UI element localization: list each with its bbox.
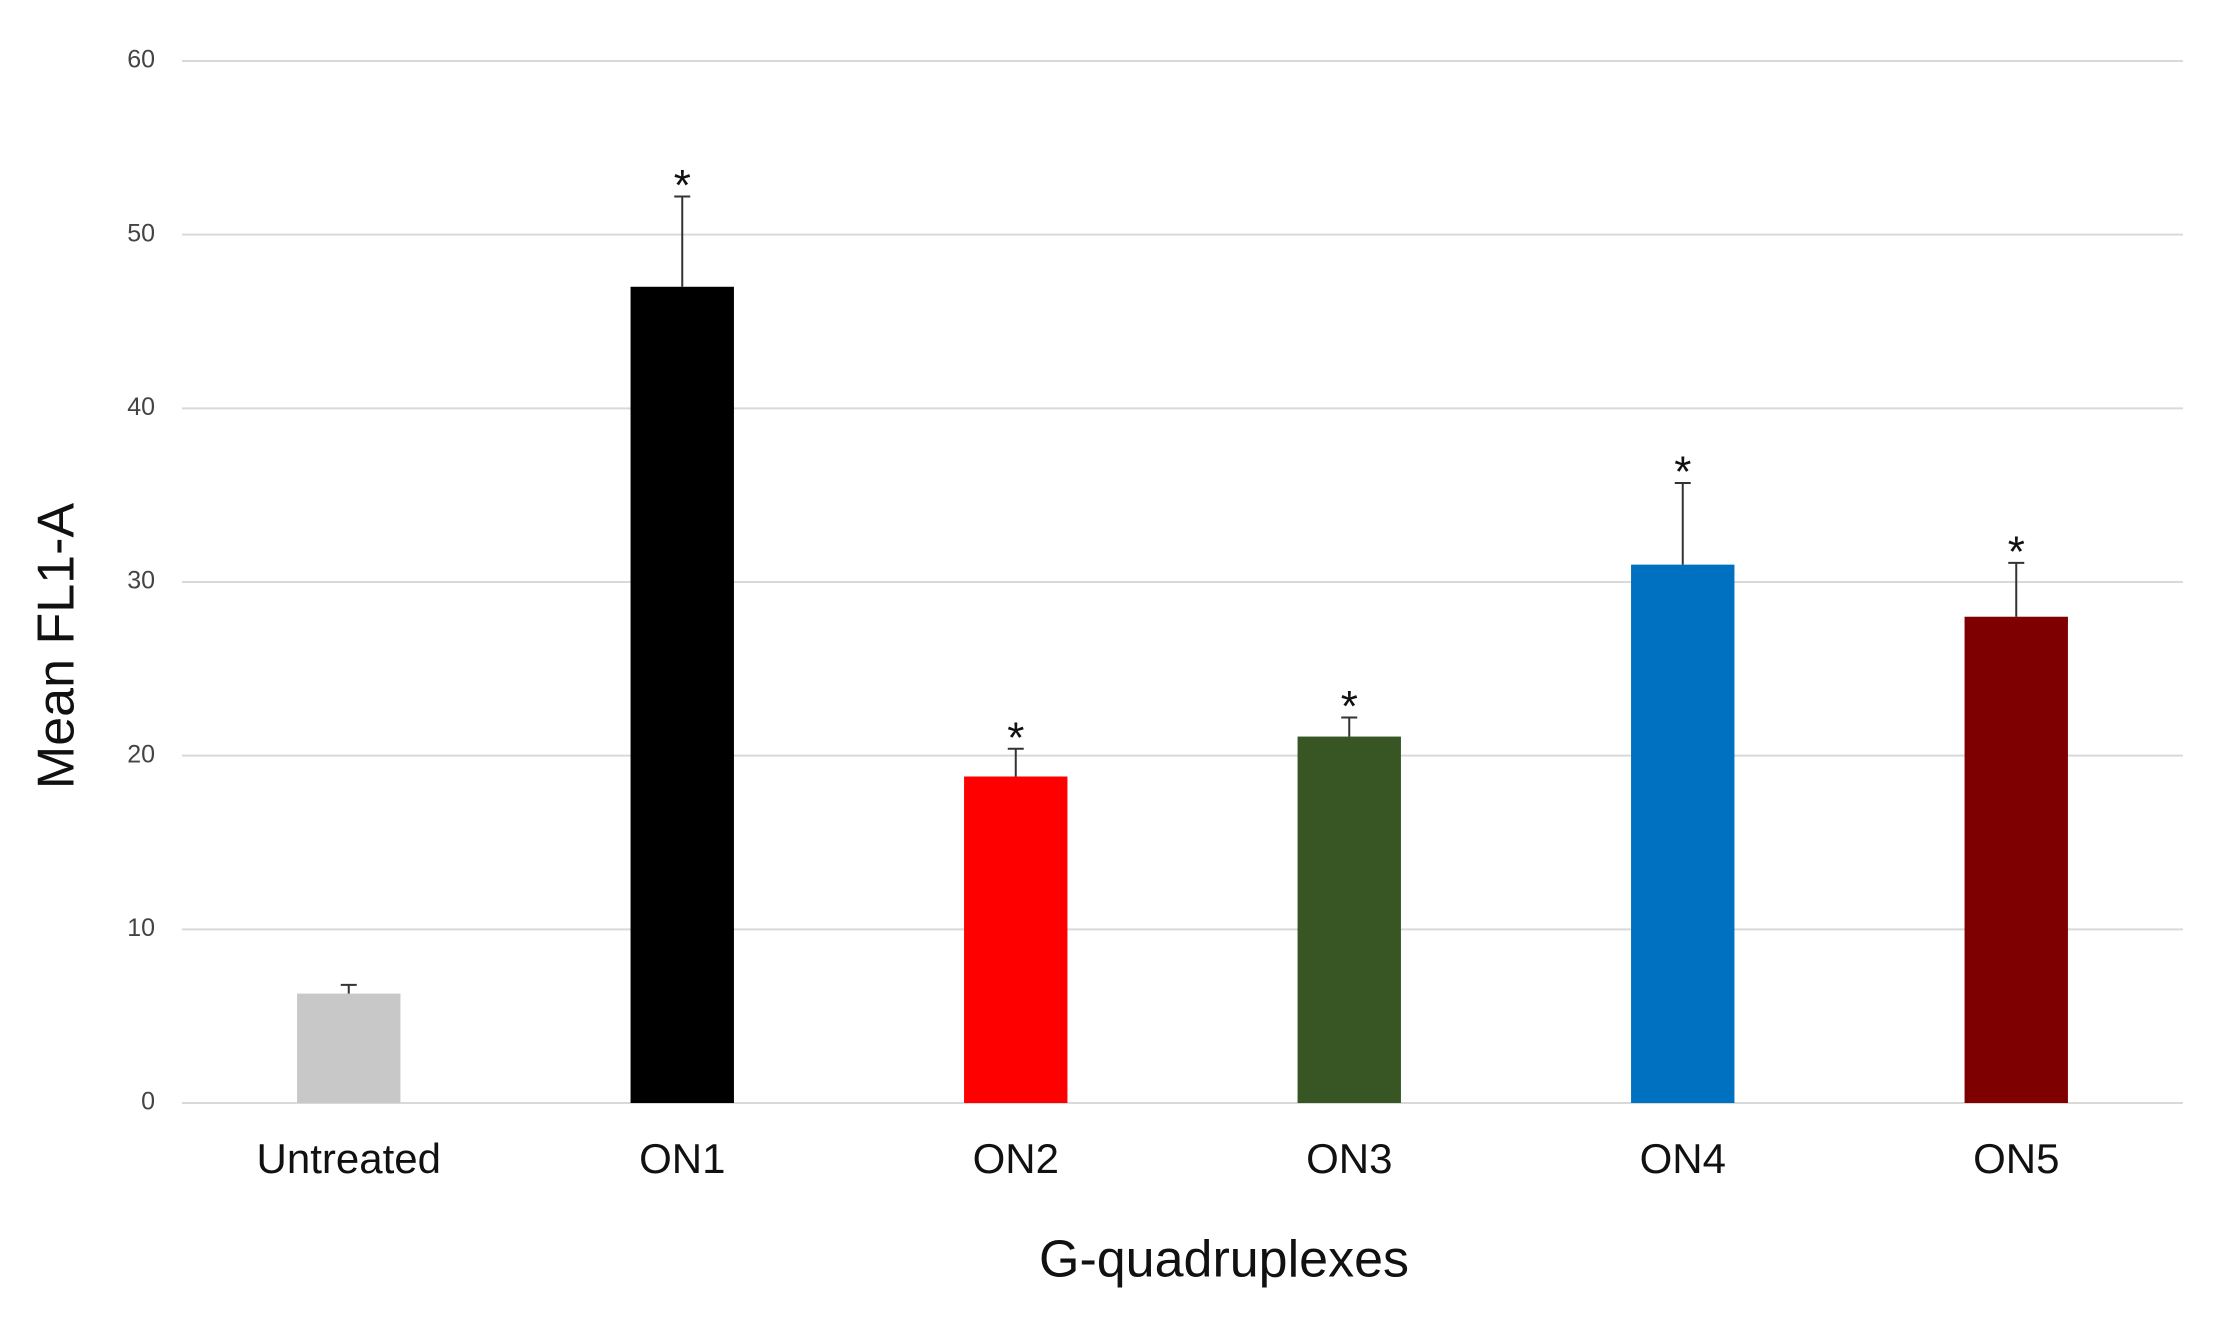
- y-axis-title: Mean FL1-A: [28, 503, 86, 789]
- bar: [1297, 736, 1401, 1103]
- significance-mark: *: [1007, 713, 1024, 762]
- error-bar: [340, 983, 357, 994]
- error-bar: [1341, 716, 1358, 737]
- error-bar: [674, 195, 691, 287]
- bar: [1631, 564, 1735, 1103]
- x-tick-label: ON1: [639, 1135, 725, 1182]
- x-tick-label: ON5: [1973, 1135, 2059, 1182]
- bar: [964, 776, 1068, 1103]
- y-tick-label: 10: [127, 914, 155, 942]
- significance-mark: *: [1674, 448, 1691, 497]
- x-tick-label: ON2: [973, 1135, 1059, 1182]
- y-tick-label: 30: [127, 567, 155, 595]
- significance-mark: *: [674, 161, 691, 210]
- y-tick-label: 20: [127, 740, 155, 768]
- x-tick-label: ON4: [1640, 1135, 1726, 1182]
- error-bar: [1007, 747, 1024, 777]
- bar: [297, 993, 401, 1103]
- y-tick-label: 60: [127, 46, 155, 74]
- error-bar: [2008, 561, 2025, 617]
- y-tick-label: 40: [127, 393, 155, 421]
- y-tick-label: 0: [141, 1088, 155, 1116]
- significance-mark: *: [2008, 528, 2025, 577]
- y-tick-label: 50: [127, 219, 155, 247]
- x-tick-label: ON3: [1306, 1135, 1392, 1182]
- bar: [630, 286, 734, 1103]
- x-tick-label: Untreated: [257, 1135, 441, 1182]
- x-axis-title: G-quadruplexes: [1039, 1231, 1409, 1289]
- bar: [1964, 616, 2068, 1103]
- significance-mark: *: [1341, 682, 1358, 731]
- error-bar: [1674, 482, 1691, 565]
